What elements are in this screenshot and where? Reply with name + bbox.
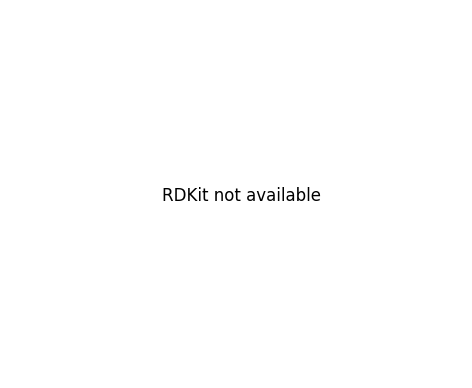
- Text: RDKit not available: RDKit not available: [162, 187, 321, 205]
